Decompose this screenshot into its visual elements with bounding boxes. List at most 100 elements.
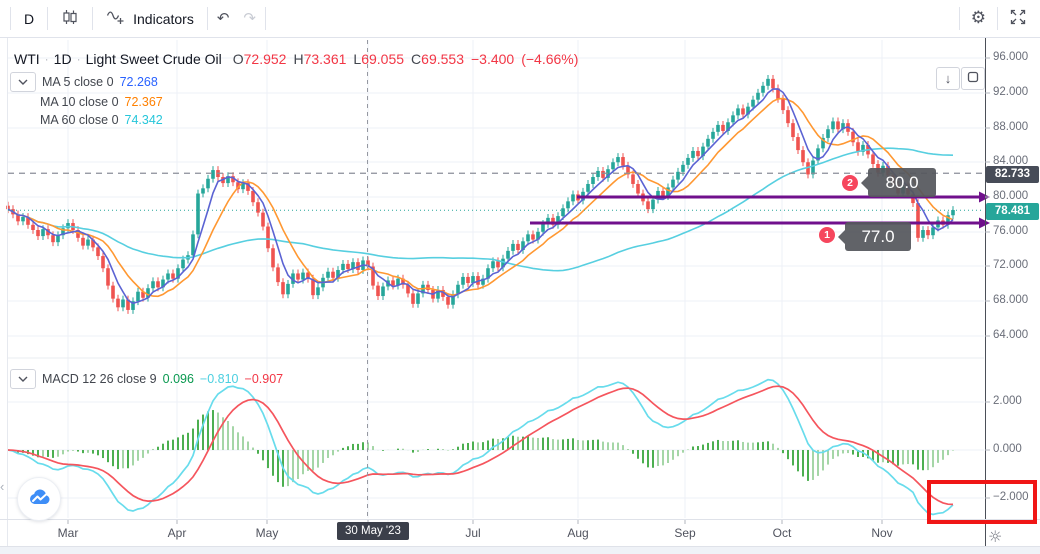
low-label: L: [353, 51, 362, 67]
open-value: 72.952: [243, 51, 287, 67]
toolbar-separator: [264, 7, 266, 30]
last-price-label: 78.481: [986, 203, 1039, 220]
ma5-value: 72.268: [119, 75, 158, 89]
redo-button[interactable]: ↷: [236, 5, 263, 33]
open-label: O: [232, 51, 244, 67]
symbol-header: WTI · 1D · Light Sweet Crude Oil O72.952…: [14, 51, 578, 67]
macd-signal-value: −0.907: [244, 372, 284, 386]
toolbar-separator: [997, 7, 998, 30]
chevron-down-icon: [18, 75, 28, 89]
redo-icon: ↷: [243, 9, 256, 27]
settings-button[interactable]: ⚙: [962, 5, 995, 33]
crosshair-date-badge: 30 May '23: [337, 522, 409, 540]
time-tick-label: Nov: [871, 526, 893, 540]
time-tick-label: May: [255, 526, 279, 540]
time-tick-label: Aug: [567, 526, 589, 540]
time-tick-label: Jul: [465, 526, 481, 540]
reference-lines: [8, 40, 984, 518]
annotation-number-badge[interactable]: 2: [842, 175, 858, 191]
price-tick-label: 68.000: [993, 294, 1029, 306]
macd-tick-label: 0.000: [993, 443, 1022, 455]
gear-icon: ⚙: [970, 8, 986, 28]
annotation-price-label[interactable]: 80.0: [861, 168, 936, 197]
indicators-icon: [106, 8, 126, 29]
moving-average-lines: [7, 88, 954, 305]
high-value: 73.361: [303, 51, 347, 67]
ma60-label: MA 60 close 0: [40, 113, 119, 127]
undo-button[interactable]: ↶: [210, 5, 237, 33]
annotation-price-label[interactable]: 77.0: [838, 222, 911, 251]
toolbar-separator: [47, 7, 49, 30]
bottom-scroll-strip: [0, 547, 1040, 554]
collapse-panel-icon[interactable]: ‹: [0, 479, 5, 494]
ma60-value: 74.342: [124, 113, 163, 127]
price-level-label: 82.733: [986, 166, 1039, 183]
ma10-label: MA 10 close 0: [40, 95, 119, 109]
time-axis-settings-icon[interactable]: ☼: [988, 527, 1003, 546]
price-tick-label: 88.000: [993, 121, 1029, 133]
high-label: H: [293, 51, 304, 67]
annotation-number-badge[interactable]: 1: [819, 227, 835, 243]
cloud-chart-icon: [25, 485, 53, 514]
header-separator: ·: [76, 52, 81, 66]
fullscreen-button[interactable]: [1000, 5, 1036, 33]
price-tick-label: 72.000: [993, 259, 1029, 271]
maximize-pane-button[interactable]: [961, 67, 985, 90]
change-percent: (−4.66%): [521, 51, 579, 67]
interval-label: D: [24, 10, 35, 27]
symbol-name[interactable]: WTI: [14, 51, 40, 67]
ma60-legend-row: MA 60 close 0 74.342: [40, 113, 163, 127]
legend-collapse-button[interactable]: [10, 72, 36, 92]
time-tick-label: Apr: [167, 526, 187, 540]
undo-icon: ↶: [216, 9, 230, 27]
ma10-value: 72.367: [124, 95, 163, 109]
fullscreen-icon: [1009, 8, 1027, 29]
scroll-to-recent-button[interactable]: ↓: [936, 67, 960, 90]
macd-tick-label: −2.000: [993, 491, 1029, 503]
price-tick-label: 96.000: [993, 51, 1029, 63]
macd-lines: [8, 378, 954, 516]
indicators-button[interactable]: Indicators: [95, 5, 205, 33]
macd-collapse-button[interactable]: [10, 369, 36, 389]
toolbar-separator: [92, 7, 94, 30]
symbol-description: Light Sweet Crude Oil: [85, 51, 222, 67]
macd-legend-row: MACD 12 26 close 9 0.096 −0.810 −0.907: [10, 369, 283, 389]
price-tick-label: 76.000: [993, 225, 1029, 237]
maximize-icon: [967, 71, 979, 86]
macd-tick-label: 2.000: [993, 395, 1022, 407]
ma10-legend-row: MA 10 close 0 72.367: [40, 95, 163, 109]
price-tick-label: 92.000: [993, 86, 1029, 98]
macd-label: MACD 12 26 close 9: [42, 372, 157, 386]
ohlc-values: O72.952 H73.361 L69.055 C69.553 −3.400 (…: [233, 51, 579, 67]
time-tick-label: Sep: [674, 526, 696, 540]
toolbar-separator: [206, 7, 208, 30]
price-tick-label: 64.000: [993, 329, 1029, 341]
time-tick-label: Mar: [57, 526, 79, 540]
close-value: 69.553: [421, 51, 464, 67]
indicators-label: Indicators: [133, 10, 194, 27]
candlestick-icon: [61, 8, 79, 29]
ma5-label: MA 5 close 0: [42, 75, 114, 89]
price-tick-label: 84.000: [993, 155, 1029, 167]
macd-line-value: −0.810: [199, 372, 239, 386]
top-toolbar: D Indicators: [0, 0, 1040, 38]
candlestick-series: [6, 74, 955, 314]
cloud-logo[interactable]: [17, 477, 61, 521]
close-label: C: [411, 51, 422, 67]
ma5-legend-row: MA 5 close 0 72.268: [10, 72, 158, 92]
time-tick-label: Oct: [772, 526, 792, 540]
price-tick-label: 80.000: [993, 190, 1029, 202]
low-value: 69.055: [361, 51, 405, 67]
toolbar-separator: [10, 7, 11, 30]
header-separator: ·: [44, 52, 49, 66]
macd-hist-value: 0.096: [162, 372, 194, 386]
chart-style-button[interactable]: [50, 5, 90, 33]
axis-borders: [0, 37, 1040, 547]
interval-button[interactable]: D: [13, 5, 45, 33]
highlight-rectangle: [927, 480, 1037, 524]
symbol-interval: 1D: [53, 51, 72, 67]
toolbar-separator: [958, 7, 960, 30]
chevron-down-icon: [18, 372, 28, 386]
